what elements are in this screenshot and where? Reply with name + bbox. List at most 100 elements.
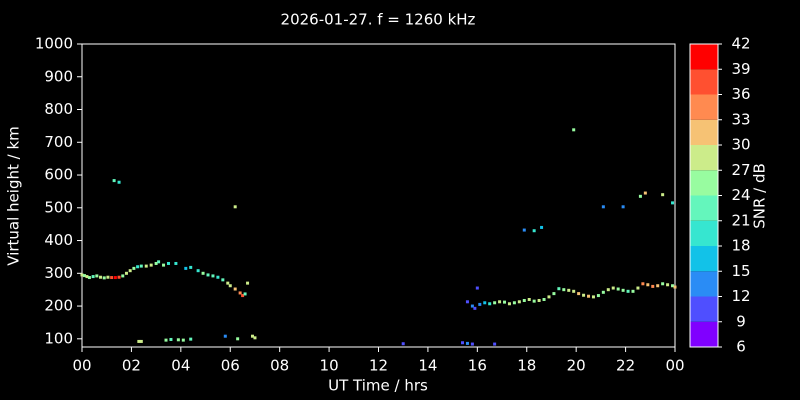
chart-title: 2026-01-27. f = 1260 kHz: [281, 11, 476, 29]
data-point: [636, 286, 640, 290]
data-point: [562, 288, 566, 292]
data-point: [117, 275, 121, 279]
data-point: [488, 302, 492, 306]
data-point: [621, 288, 625, 292]
data-point: [99, 275, 103, 279]
plot-frame: [81, 43, 676, 348]
y-tick-label: 800: [44, 100, 73, 118]
data-point: [176, 338, 180, 342]
x-tick-label: 14: [418, 357, 437, 375]
colorbar-band: [690, 246, 718, 272]
data-point: [577, 292, 581, 296]
y-tick-label: 200: [44, 297, 73, 315]
data-point: [243, 292, 247, 296]
data-point: [626, 289, 630, 293]
data-point: [587, 294, 591, 298]
data-point: [102, 276, 106, 280]
data-point: [661, 282, 665, 286]
data-point: [522, 228, 526, 232]
data-point: [465, 341, 469, 345]
data-point: [85, 275, 89, 279]
colorbar-tick-label: 12: [731, 287, 750, 305]
data-point: [542, 298, 546, 302]
data-point: [211, 274, 215, 278]
colorbar-tick-label: 24: [731, 186, 750, 204]
y-tick-label: 1000: [35, 35, 73, 53]
data-point: [181, 338, 185, 342]
data-point: [221, 278, 225, 282]
data-point: [572, 289, 576, 293]
y-tick-label: 500: [44, 198, 73, 216]
data-point: [82, 274, 86, 278]
x-tick-label: 08: [270, 357, 289, 375]
data-point: [540, 225, 544, 229]
x-tick-label: 04: [171, 357, 190, 375]
data-point: [537, 298, 541, 302]
data-point: [552, 292, 556, 296]
x-tick-label: 00: [665, 357, 684, 375]
data-point: [601, 290, 605, 294]
y-axis-label: Virtual height / km: [5, 126, 23, 265]
data-point: [117, 180, 121, 184]
data-point: [154, 261, 158, 265]
data-point: [87, 276, 91, 280]
data-point: [470, 304, 474, 308]
colorbar-band: [690, 296, 718, 322]
colorbar-tick-label: 15: [731, 262, 750, 280]
data-point: [671, 201, 675, 205]
colorbar-band: [690, 220, 718, 246]
data-point: [110, 276, 114, 280]
colorbar-tick-label: 27: [731, 161, 750, 179]
data-point: [233, 287, 237, 291]
data-point: [91, 275, 95, 279]
data-point: [611, 286, 615, 290]
data-point: [124, 271, 128, 275]
data-point: [475, 286, 479, 290]
data-point: [582, 293, 586, 297]
data-point: [567, 288, 571, 292]
data-point: [503, 300, 507, 304]
data-point: [532, 229, 536, 233]
data-point: [80, 273, 84, 277]
colorbar-tick-label: 39: [731, 60, 750, 78]
data-point: [121, 274, 125, 278]
data-point: [112, 179, 116, 183]
colorbar-frame: [689, 43, 719, 348]
colorbar-band: [690, 145, 718, 171]
y-tick-label: 900: [44, 67, 73, 85]
data-point: [631, 289, 635, 293]
data-point: [401, 342, 405, 346]
colorbar-label: SNR / dB: [751, 163, 769, 229]
data-point: [106, 275, 110, 279]
data-point: [113, 276, 117, 280]
data-point: [478, 302, 482, 306]
x-tick-label: 10: [320, 357, 339, 375]
data-point: [144, 264, 148, 268]
x-tick-label: 00: [72, 357, 91, 375]
data-point: [201, 271, 205, 275]
data-point: [238, 291, 242, 295]
data-point: [246, 281, 250, 285]
colorbar-tick-label: 9: [736, 312, 746, 330]
x-tick-label: 16: [468, 357, 487, 375]
data-point: [643, 191, 647, 195]
data-point: [465, 300, 469, 304]
data-point: [646, 283, 650, 287]
data-point: [621, 205, 625, 209]
data-point: [638, 194, 642, 198]
data-point: [250, 334, 254, 338]
x-tick-label: 06: [221, 357, 240, 375]
data-point: [547, 295, 551, 299]
data-point: [189, 265, 193, 269]
data-point: [253, 336, 257, 340]
data-point: [223, 334, 227, 338]
data-point: [651, 284, 655, 288]
colorbar-band: [690, 119, 718, 145]
data-point: [512, 301, 516, 305]
data-point: [189, 337, 193, 341]
data-point: [596, 294, 600, 298]
data-point: [139, 339, 143, 343]
data-point: [226, 281, 230, 285]
data-point: [661, 193, 665, 197]
data-point: [601, 205, 605, 209]
